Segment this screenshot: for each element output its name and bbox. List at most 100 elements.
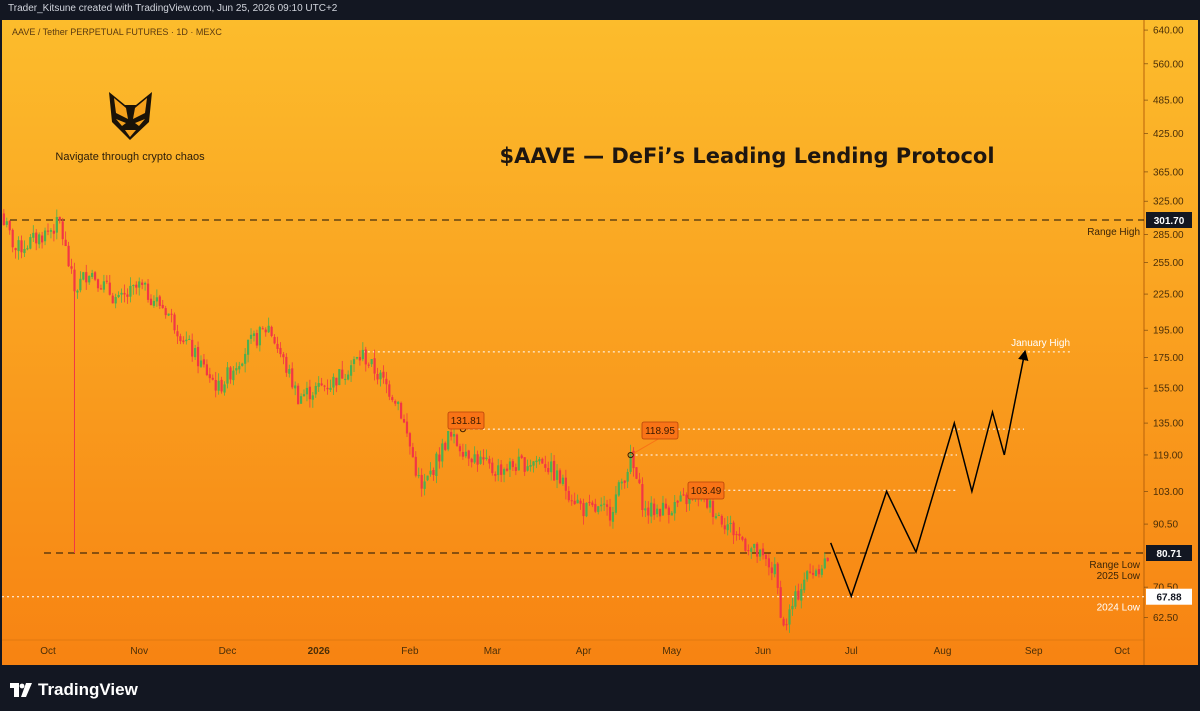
- candle-body: [41, 235, 44, 243]
- candle-body: [632, 450, 635, 469]
- candle-body: [88, 275, 91, 283]
- y-tick-label: 285.00: [1153, 230, 1184, 241]
- candle-body: [352, 359, 356, 365]
- candle-body: [26, 248, 29, 250]
- candle-body: [11, 229, 14, 248]
- candle-body: [61, 221, 64, 240]
- level-lines: [2, 219, 1144, 598]
- candle-body: [461, 451, 464, 457]
- candle-body: [294, 385, 297, 389]
- candle-body: [399, 402, 403, 419]
- candle-body: [43, 230, 47, 242]
- candle-body: [741, 536, 744, 540]
- candle-body: [270, 326, 273, 336]
- candle-body: [511, 461, 515, 468]
- candle-body: [756, 543, 759, 557]
- candle-body: [244, 353, 247, 364]
- candle-body: [141, 282, 144, 285]
- candle-body: [529, 465, 532, 467]
- candle-body: [588, 501, 591, 503]
- candle-body: [229, 367, 232, 380]
- fox-head-icon: [109, 92, 152, 140]
- callout-pointer: [630, 437, 661, 456]
- y-tick-label: 485.00: [1153, 96, 1184, 107]
- candle-body: [491, 462, 494, 474]
- candle-body: [179, 336, 182, 342]
- candle-body: [594, 504, 597, 512]
- creator-text: Trader_Kitsune created with TradingView.…: [8, 3, 338, 14]
- candle-body: [176, 331, 179, 337]
- candle-body: [673, 502, 676, 514]
- candle-body: [67, 245, 70, 267]
- candle-body: [561, 477, 565, 485]
- candle-body: [135, 284, 138, 288]
- x-tick-label: Jul: [845, 646, 858, 657]
- time-axis: Oct Nov Dec 2026 Feb Mar Apr May Jun Jul Aug Sep Oct: [40, 646, 1130, 657]
- candle-body: [155, 297, 158, 302]
- candle-body: [717, 514, 720, 516]
- candle-body: [608, 506, 612, 521]
- candle-body: [402, 419, 406, 423]
- candle-body: [408, 433, 412, 447]
- range-high-label: Range High: [1087, 227, 1140, 238]
- candle-body: [638, 479, 641, 484]
- candle-body: [767, 558, 771, 568]
- callout-box: [687, 481, 725, 500]
- candle-body: [626, 471, 629, 482]
- tradingview-logo-text: TradingView: [38, 680, 138, 699]
- candle-body: [185, 339, 188, 342]
- candle-body: [726, 524, 729, 531]
- candle-body: [397, 401, 400, 405]
- tradingview-logo[interactable]: TradingView: [10, 680, 138, 700]
- y-tick-label: 365.00: [1153, 167, 1184, 178]
- candle-body: [826, 557, 829, 562]
- candle-body: [535, 460, 538, 463]
- candle-body: [302, 394, 306, 397]
- y-tick-label: 175.00: [1153, 353, 1184, 364]
- candle-body: [367, 364, 370, 366]
- candle-body: [803, 579, 806, 591]
- candle-body: [358, 356, 362, 361]
- candle-body: [470, 458, 473, 463]
- candle-body: [217, 380, 220, 391]
- low-2024-label: 2024 Low: [1097, 603, 1141, 614]
- candle-body: [426, 475, 429, 481]
- candle-body: [808, 571, 812, 573]
- candle-body: [282, 354, 285, 358]
- candle-body: [420, 474, 423, 489]
- candle-body: [550, 461, 553, 473]
- candle-body: [123, 292, 126, 295]
- candle-body: [661, 502, 665, 516]
- candle-body: [502, 469, 506, 475]
- candle-body: [482, 457, 485, 460]
- candle-body: [452, 434, 456, 437]
- candle-body: [711, 500, 715, 517]
- candle-body: [435, 453, 438, 476]
- candle-body: [126, 294, 129, 297]
- candle-body: [505, 468, 509, 471]
- candle-body: [779, 587, 782, 618]
- y-tick-label: 560.00: [1153, 59, 1184, 70]
- range-high-price-tag: 301.70: [1154, 216, 1185, 227]
- x-tick-label: Oct: [40, 646, 56, 657]
- candle-body: [664, 503, 668, 509]
- candle-body: [164, 308, 167, 316]
- candle-body: [311, 395, 314, 400]
- candle-body: [441, 443, 444, 462]
- candle-body: [494, 474, 497, 476]
- candle-body: [273, 336, 276, 344]
- candle-body: [514, 467, 517, 471]
- price-chart[interactable]: AAVE / Tether PERPETUAL FUTURES · 1D · M…: [2, 20, 1198, 665]
- candle-body: [196, 346, 200, 367]
- callout-box: [447, 411, 485, 430]
- candle-body: [317, 383, 320, 387]
- x-tick-label: May: [662, 646, 681, 657]
- candle-body: [538, 459, 541, 462]
- candle-body: [544, 464, 547, 468]
- candle-body: [670, 512, 673, 516]
- candle-body: [467, 450, 470, 459]
- candle-body: [288, 369, 291, 374]
- candle-body: [517, 456, 520, 471]
- candle-body: [679, 495, 682, 502]
- candle-body: [285, 356, 288, 373]
